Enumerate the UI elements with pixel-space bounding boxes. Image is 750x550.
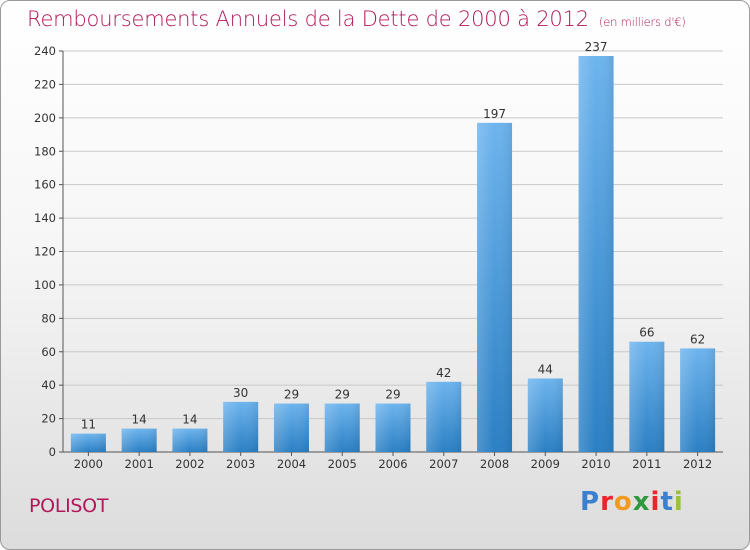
bar-shade-2008 [477,122,513,453]
data-label: 29 [335,388,350,402]
data-label: 42 [436,366,451,380]
data-label: 29 [284,388,299,402]
y-tick-label: 140 [34,211,56,225]
data-label: 11 [81,418,96,432]
logo-letter: i [673,487,684,517]
data-label: 14 [132,413,147,427]
x-tick-label: 2001 [125,457,154,471]
y-tick-label: 120 [34,245,56,259]
y-tick-label: 200 [34,111,56,125]
data-label: 30 [233,386,248,400]
logo-letter: o [613,487,633,517]
logo-letter: x [632,487,651,517]
bar-shade-2005 [324,403,360,452]
chart-title: Remboursements Annuels de la Dette de 20… [27,7,686,31]
x-tick-label: 2012 [683,457,712,471]
bar-shade-2004 [273,403,309,452]
bar-shade-2002 [172,428,208,452]
y-tick-label: 100 [34,278,56,292]
commune-name: POLISOT [29,495,109,517]
x-tick-label: 2006 [378,457,407,471]
data-label: 66 [639,326,654,340]
x-tick-label: 2009 [531,457,560,471]
logo-letter: r [600,487,614,517]
data-label: 44 [538,362,553,376]
bar-shade-2007 [426,381,462,452]
bar-shade-2003 [223,401,259,452]
x-tick-label: 2011 [632,457,661,471]
bar-shade-2006 [375,403,411,452]
data-label: 237 [585,40,608,54]
data-label: 29 [385,388,400,402]
y-tick-label: 40 [41,378,56,392]
x-tick-label: 2000 [74,457,103,471]
bar-shade-2010 [578,56,614,452]
bar-shade-2012 [680,348,716,452]
logo-letter: t [660,487,674,517]
x-tick-label: 2002 [175,457,204,471]
x-tick-label: 2005 [328,457,357,471]
y-tick-label: 0 [49,445,56,459]
bar-shade-2000 [70,433,106,452]
data-label: 62 [690,332,705,346]
x-tick-label: 2004 [277,457,306,471]
data-label: 197 [483,107,506,121]
x-tick-label: 2010 [581,457,610,471]
x-tick-label: 2003 [226,457,255,471]
unit-label: (en milliers d'€) [598,15,686,29]
x-tick-label: 2008 [480,457,509,471]
chart-title-text: Remboursements Annuels de la Dette de 20… [27,7,589,31]
logo-letter: P [580,487,601,517]
bar-shade-2001 [121,428,157,452]
y-tick-label: 220 [34,77,56,91]
logo-letter: i [650,487,661,517]
bar-shade-2009 [527,378,563,452]
x-tick-label: 2007 [429,457,458,471]
y-tick-label: 160 [34,178,56,192]
proxiti-logo: Proxiti [580,487,684,517]
y-tick-label: 180 [34,144,56,158]
y-tick-label: 20 [41,412,56,426]
y-tick-label: 80 [41,311,56,325]
data-label: 14 [182,413,197,427]
y-tick-label: 60 [41,345,56,359]
bar-shade-2011 [629,341,665,452]
y-tick-label: 240 [34,44,56,58]
